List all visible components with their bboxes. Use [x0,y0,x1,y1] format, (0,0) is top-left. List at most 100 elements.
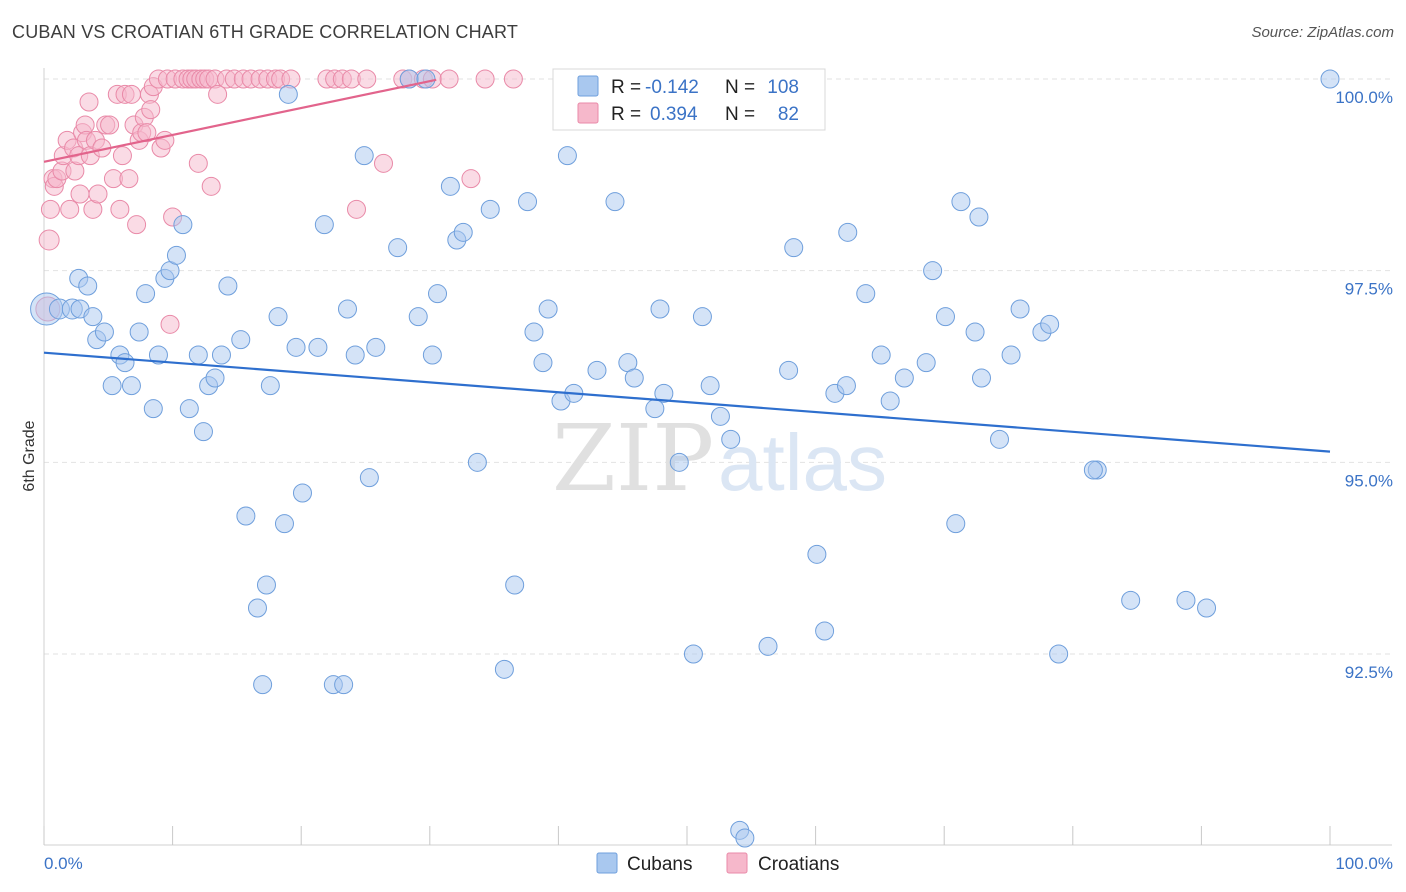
tick-labels: 0.0% 100.0% 92.5% 95.0% 97.5% 100.0% [44,88,1393,873]
croatians-point [201,176,221,196]
cubans-point [260,376,280,396]
cubans-point [989,429,1009,449]
cubans-point [211,345,231,365]
cubans-n-value: 108 [767,77,799,98]
legend-croatians-swatch [726,852,748,874]
cubans-point [416,69,436,89]
cubans-point [1001,345,1021,365]
croatians-point [127,215,147,235]
croatians-point [357,69,377,89]
cubans-point [538,299,558,319]
cubans-r-label: R = [611,77,641,98]
y-tick-label: 92.5% [1345,663,1393,682]
croatians-point [40,199,60,219]
cubans-point [692,307,712,327]
cubans-point [274,514,294,534]
croatians-point [110,199,130,219]
cubans-point [669,452,689,472]
croatians-point [160,314,180,334]
cubans-point [205,368,225,388]
cubans-point [916,353,936,373]
cubans-point [278,84,298,104]
croatians-point [70,184,90,204]
cubans-point [334,675,354,695]
cubans-point [971,368,991,388]
cubans-point [880,391,900,411]
cubans-point [422,345,442,365]
watermark-atlas: atlas [718,418,887,507]
croatians-point [188,153,208,173]
chart-title: CUBAN VS CROATIAN 6TH GRADE CORRELATION … [12,22,519,42]
cubans-point [505,575,525,595]
croatians-r-label: R = [611,104,641,125]
cubans-point [1049,644,1069,664]
cubans-point [314,215,334,235]
croatians-point [119,169,139,189]
croatians-point [112,146,132,166]
cubans-point [965,322,985,342]
croatians-point [60,199,80,219]
croatians-point [137,123,157,143]
cubans-point [1176,590,1196,610]
cubans-point [268,307,288,327]
croatians-point [346,199,366,219]
cubans-point [518,192,538,212]
croatians-point [121,84,141,104]
cubans-point [366,337,386,357]
cubans-point [650,299,670,319]
cubans-point [440,176,460,196]
croatians-point [439,69,459,89]
cubans-point [236,506,256,526]
cubans-point [1010,299,1030,319]
croatians-trend-line [43,78,437,163]
cubans-point [94,322,114,342]
cubans-point [354,146,374,166]
cubans-point [524,322,544,342]
cubans-point [533,353,553,373]
cubans-point [735,828,755,848]
cubans-point [969,207,989,227]
cubans-point [121,376,141,396]
cubans-point [871,345,891,365]
cubans-point [148,345,168,365]
croatians-point [38,229,60,251]
croatians-point [100,115,120,135]
cubans-point [758,636,778,656]
cubans-point [1040,314,1060,334]
cubans-point [408,307,428,327]
croatians-swatch [577,102,599,124]
cubans-point [494,659,514,679]
cubans-point [557,146,577,166]
cubans-point [807,544,827,564]
bottom-legend: Cubans Croatians [596,852,839,875]
y-tick-label: 97.5% [1345,280,1393,299]
legend-cubans-label: Cubans [627,854,693,875]
cubans-point [700,376,720,396]
cubans-point [587,360,607,380]
y-tick-label: 100.0% [1335,88,1393,107]
cubans-point [337,299,357,319]
cubans-point [836,376,856,396]
cubans-point [1197,598,1217,618]
croatians-point [503,69,523,89]
croatians-n-value: 82 [778,104,799,125]
cubans-point [654,383,674,403]
cubans-point [188,345,208,365]
legend-cubans-swatch [596,852,618,874]
cubans-point [136,284,156,304]
cubans-point [894,368,914,388]
croatians-points [35,69,523,334]
cubans-point [815,621,835,641]
croatians-point [88,184,108,204]
cubans-point [480,199,500,219]
cubans-point [784,238,804,258]
cubans-point [1121,590,1141,610]
cubans-point [388,238,408,258]
x-tick-label-min: 0.0% [44,854,83,873]
cubans-point [115,353,135,373]
cubans-point [218,276,238,296]
croatians-r-value: 0.394 [650,104,698,125]
cubans-n-label: N = [725,77,755,98]
cubans-point [838,222,858,242]
